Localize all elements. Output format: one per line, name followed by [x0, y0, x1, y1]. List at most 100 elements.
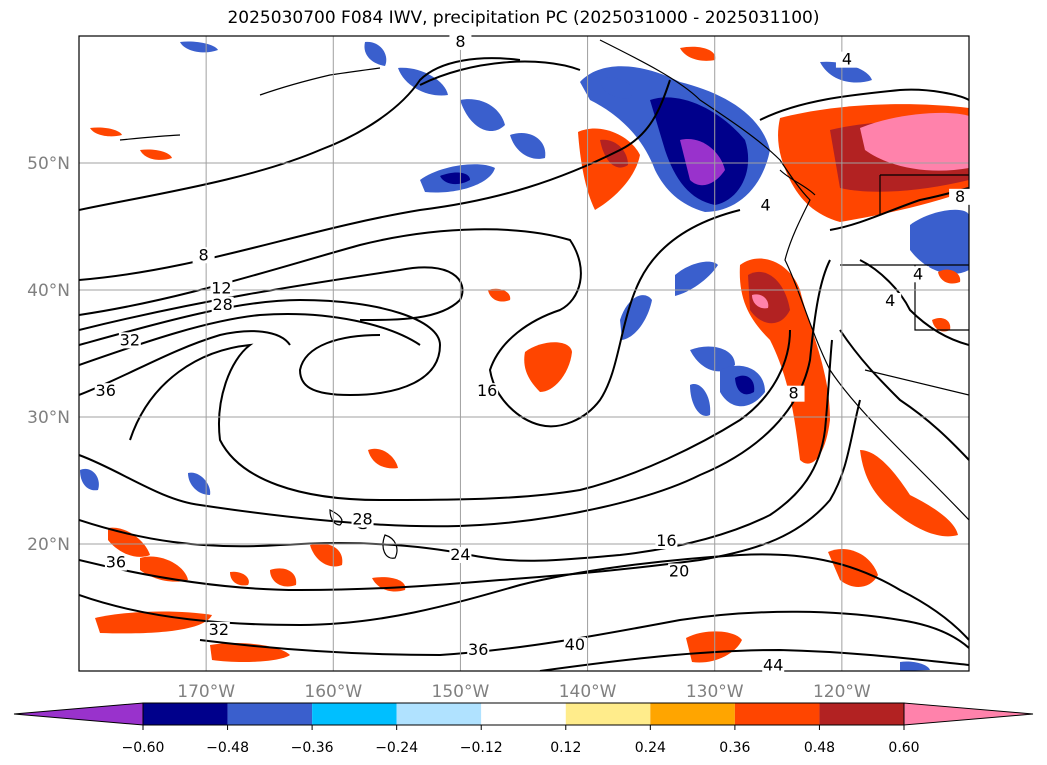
lat-tick-label: 30°N — [27, 408, 70, 428]
precip-neg-patch — [440, 172, 470, 185]
colorbar-tick-label: 0.36 — [719, 740, 750, 756]
contour-label: 4 — [760, 196, 770, 215]
precip-pos-patch — [860, 112, 969, 171]
contour-label-bg — [668, 563, 691, 580]
contour-label-bg — [467, 642, 490, 659]
lon-tick-label: 140°W — [559, 682, 617, 702]
precip-neg-patch — [80, 468, 99, 491]
colorbar-tick-labels: −0.60 −0.48 −0.36 −0.24 −0.12 0.12 0.24 0.36 0.4… — [122, 725, 920, 756]
contour-label-bg — [192, 247, 215, 264]
iwv-contour — [539, 648, 969, 671]
contour-label: 12 — [211, 278, 231, 297]
contour-label: 4 — [885, 291, 895, 310]
contour-label: 8 — [788, 384, 798, 403]
iwv-contour — [79, 79, 671, 281]
precip-neg-patch — [600, 77, 633, 99]
contour-label-bg — [655, 533, 678, 549]
iwv-contour — [199, 610, 969, 657]
contour-label: 36 — [468, 640, 488, 659]
contour-label: 44 — [763, 655, 783, 674]
precip-pos-patch — [270, 568, 297, 587]
colorbar-tick-label: −0.60 — [122, 740, 165, 756]
precip-pos-patch — [752, 294, 769, 309]
precip-neg-patch — [690, 346, 735, 372]
iwv-contour — [859, 259, 969, 346]
colorbar-swatch — [734, 703, 820, 725]
coastline — [259, 67, 381, 96]
contour-label-bg — [835, 51, 858, 68]
precipitation-layer — [80, 41, 969, 671]
precip-neg-patch — [900, 661, 930, 671]
precip-pos-patch — [680, 46, 716, 61]
lon-tick-label: 170°W — [177, 682, 235, 702]
contour-label: 4 — [842, 50, 852, 69]
contour-label: 16 — [656, 531, 676, 550]
colorbar-tick-label: 0.12 — [550, 740, 581, 756]
lon-tick-label: 120°W — [813, 682, 871, 702]
precip-pos-patch — [860, 450, 958, 537]
iwv-contour — [79, 298, 442, 397]
precip-neg-patch — [620, 295, 652, 340]
colorbar-swatch — [565, 703, 651, 725]
contour-label-bg — [907, 266, 930, 283]
coastlines — [119, 39, 969, 559]
precip-neg-patch — [510, 132, 546, 159]
precip-neg-patch — [820, 61, 872, 83]
iwv-contour — [79, 209, 741, 428]
contour-label: 28 — [212, 295, 232, 314]
contour-label: 4 — [913, 264, 923, 283]
iwv-contour — [419, 60, 581, 86]
colorbar-outline — [142, 702, 905, 726]
colorbar-swatch — [481, 703, 566, 725]
contour-label: 36 — [96, 381, 116, 400]
lon-tick-label: 130°W — [686, 682, 744, 702]
colorbar-swatch — [650, 703, 735, 725]
contour-label-bg — [211, 296, 234, 313]
colorbar-swatch — [396, 703, 482, 725]
lat-tick-label: 20°N — [27, 535, 70, 555]
contour-label-bg — [351, 511, 374, 528]
precip-pos-patch — [748, 271, 790, 324]
precip-pos-patch — [95, 611, 212, 634]
contour-label-bg — [104, 554, 127, 571]
contour-label-bg — [118, 332, 141, 349]
precip-neg-patch — [364, 41, 387, 66]
contour-label-bg — [476, 383, 499, 400]
contour-label: 28 — [352, 509, 372, 528]
iwv-contour — [129, 329, 791, 502]
coastline — [864, 369, 969, 396]
colorbar-swatch — [227, 703, 313, 725]
iwv-contour — [759, 88, 969, 121]
colorbar-tick-label: 0.24 — [635, 740, 666, 756]
iwv-contour — [79, 330, 291, 396]
precip-neg-patch — [188, 472, 211, 495]
iwv-contour — [79, 259, 831, 528]
chart-title: 2025030700 F084 IWV, precipitation PC (2… — [227, 8, 820, 28]
precip-pos-patch — [310, 543, 343, 567]
contour-label-bg — [949, 188, 972, 205]
precip-neg-patch — [910, 209, 969, 274]
precip-neg-patch — [675, 261, 718, 296]
precip-pos-patch — [90, 127, 122, 137]
contour-label: 32 — [120, 330, 140, 349]
colorbar-tick-label: 0.48 — [804, 740, 835, 756]
lon-tick-label: 150°W — [432, 682, 490, 702]
coastline — [329, 509, 343, 526]
contour-label-bg — [754, 197, 777, 214]
coastline — [382, 534, 398, 559]
colorbar-swatch — [819, 703, 904, 725]
iwv-contour — [79, 57, 521, 211]
precip-pos-patch — [524, 342, 572, 392]
coastline — [779, 169, 816, 196]
precip-pos-patch — [932, 318, 951, 332]
colorbar-swatch — [143, 703, 228, 725]
colorbar-swatch — [312, 703, 397, 725]
precip-pos-patch — [578, 128, 640, 210]
contour-label-bg — [94, 383, 117, 400]
contour-label-bg — [210, 280, 233, 297]
contour-label-bg — [879, 292, 902, 309]
contour-label: 32 — [209, 620, 229, 639]
colorbar-tick-label: −0.36 — [291, 740, 334, 756]
